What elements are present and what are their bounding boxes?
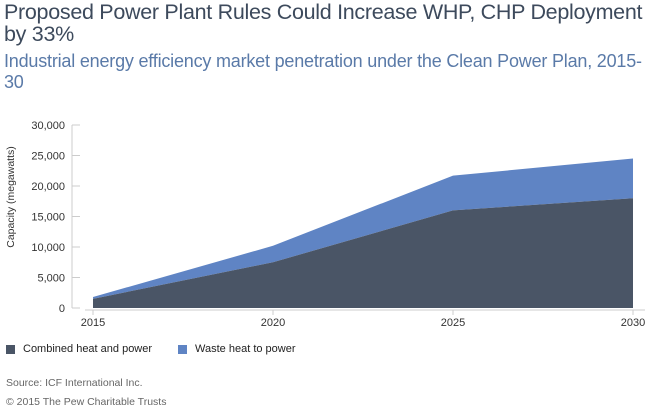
y-tick-label: 30,000: [31, 120, 65, 132]
copyright-note: © 2015 The Pew Charitable Trusts: [6, 396, 167, 408]
x-tick-label: 2020: [261, 317, 285, 329]
legend: Combined heat and power Waste heat to po…: [6, 343, 322, 355]
area-combined-heat-and-power: [93, 198, 633, 308]
y-tick-label: 0: [59, 303, 65, 315]
y-tick-label: 5,000: [37, 273, 65, 285]
y-tick-label: 25,000: [31, 151, 65, 163]
y-tick-label: 20,000: [31, 181, 65, 193]
legend-swatch-chp: [6, 344, 15, 354]
y-axis: 0 5,000 10,000 15,000 20,000 25,000 30,000: [31, 120, 80, 315]
x-tick-label: 2015: [81, 317, 105, 329]
y-axis-label: Capacity (megawatts): [5, 146, 17, 248]
y-tick-label: 10,000: [31, 242, 65, 254]
area-chart: Capacity (megawatts) 0 5,000 10,000 15,000 2…: [5, 120, 645, 329]
chart-title: Proposed Power Plant Rules Could Increas…: [4, 0, 643, 46]
x-axis: 2015 2020 2025 2030: [81, 309, 645, 329]
legend-label-chp: Combined heat and power: [23, 343, 153, 355]
chart-subtitle: Industrial energy efficiency market pene…: [4, 51, 642, 92]
x-tick-label: 2030: [621, 317, 645, 329]
plot-area: [93, 158, 633, 308]
area-waste-heat-to-power: [93, 158, 633, 299]
x-tick-label: 2025: [441, 317, 465, 329]
legend-item-whp: Waste heat to power: [178, 343, 296, 355]
legend-label-whp: Waste heat to power: [195, 343, 296, 355]
y-tick-label: 15,000: [31, 212, 65, 224]
legend-item-chp: Combined heat and power: [6, 343, 152, 355]
legend-swatch-whp: [178, 344, 188, 354]
source-note: Source: ICF International Inc.: [6, 377, 143, 389]
